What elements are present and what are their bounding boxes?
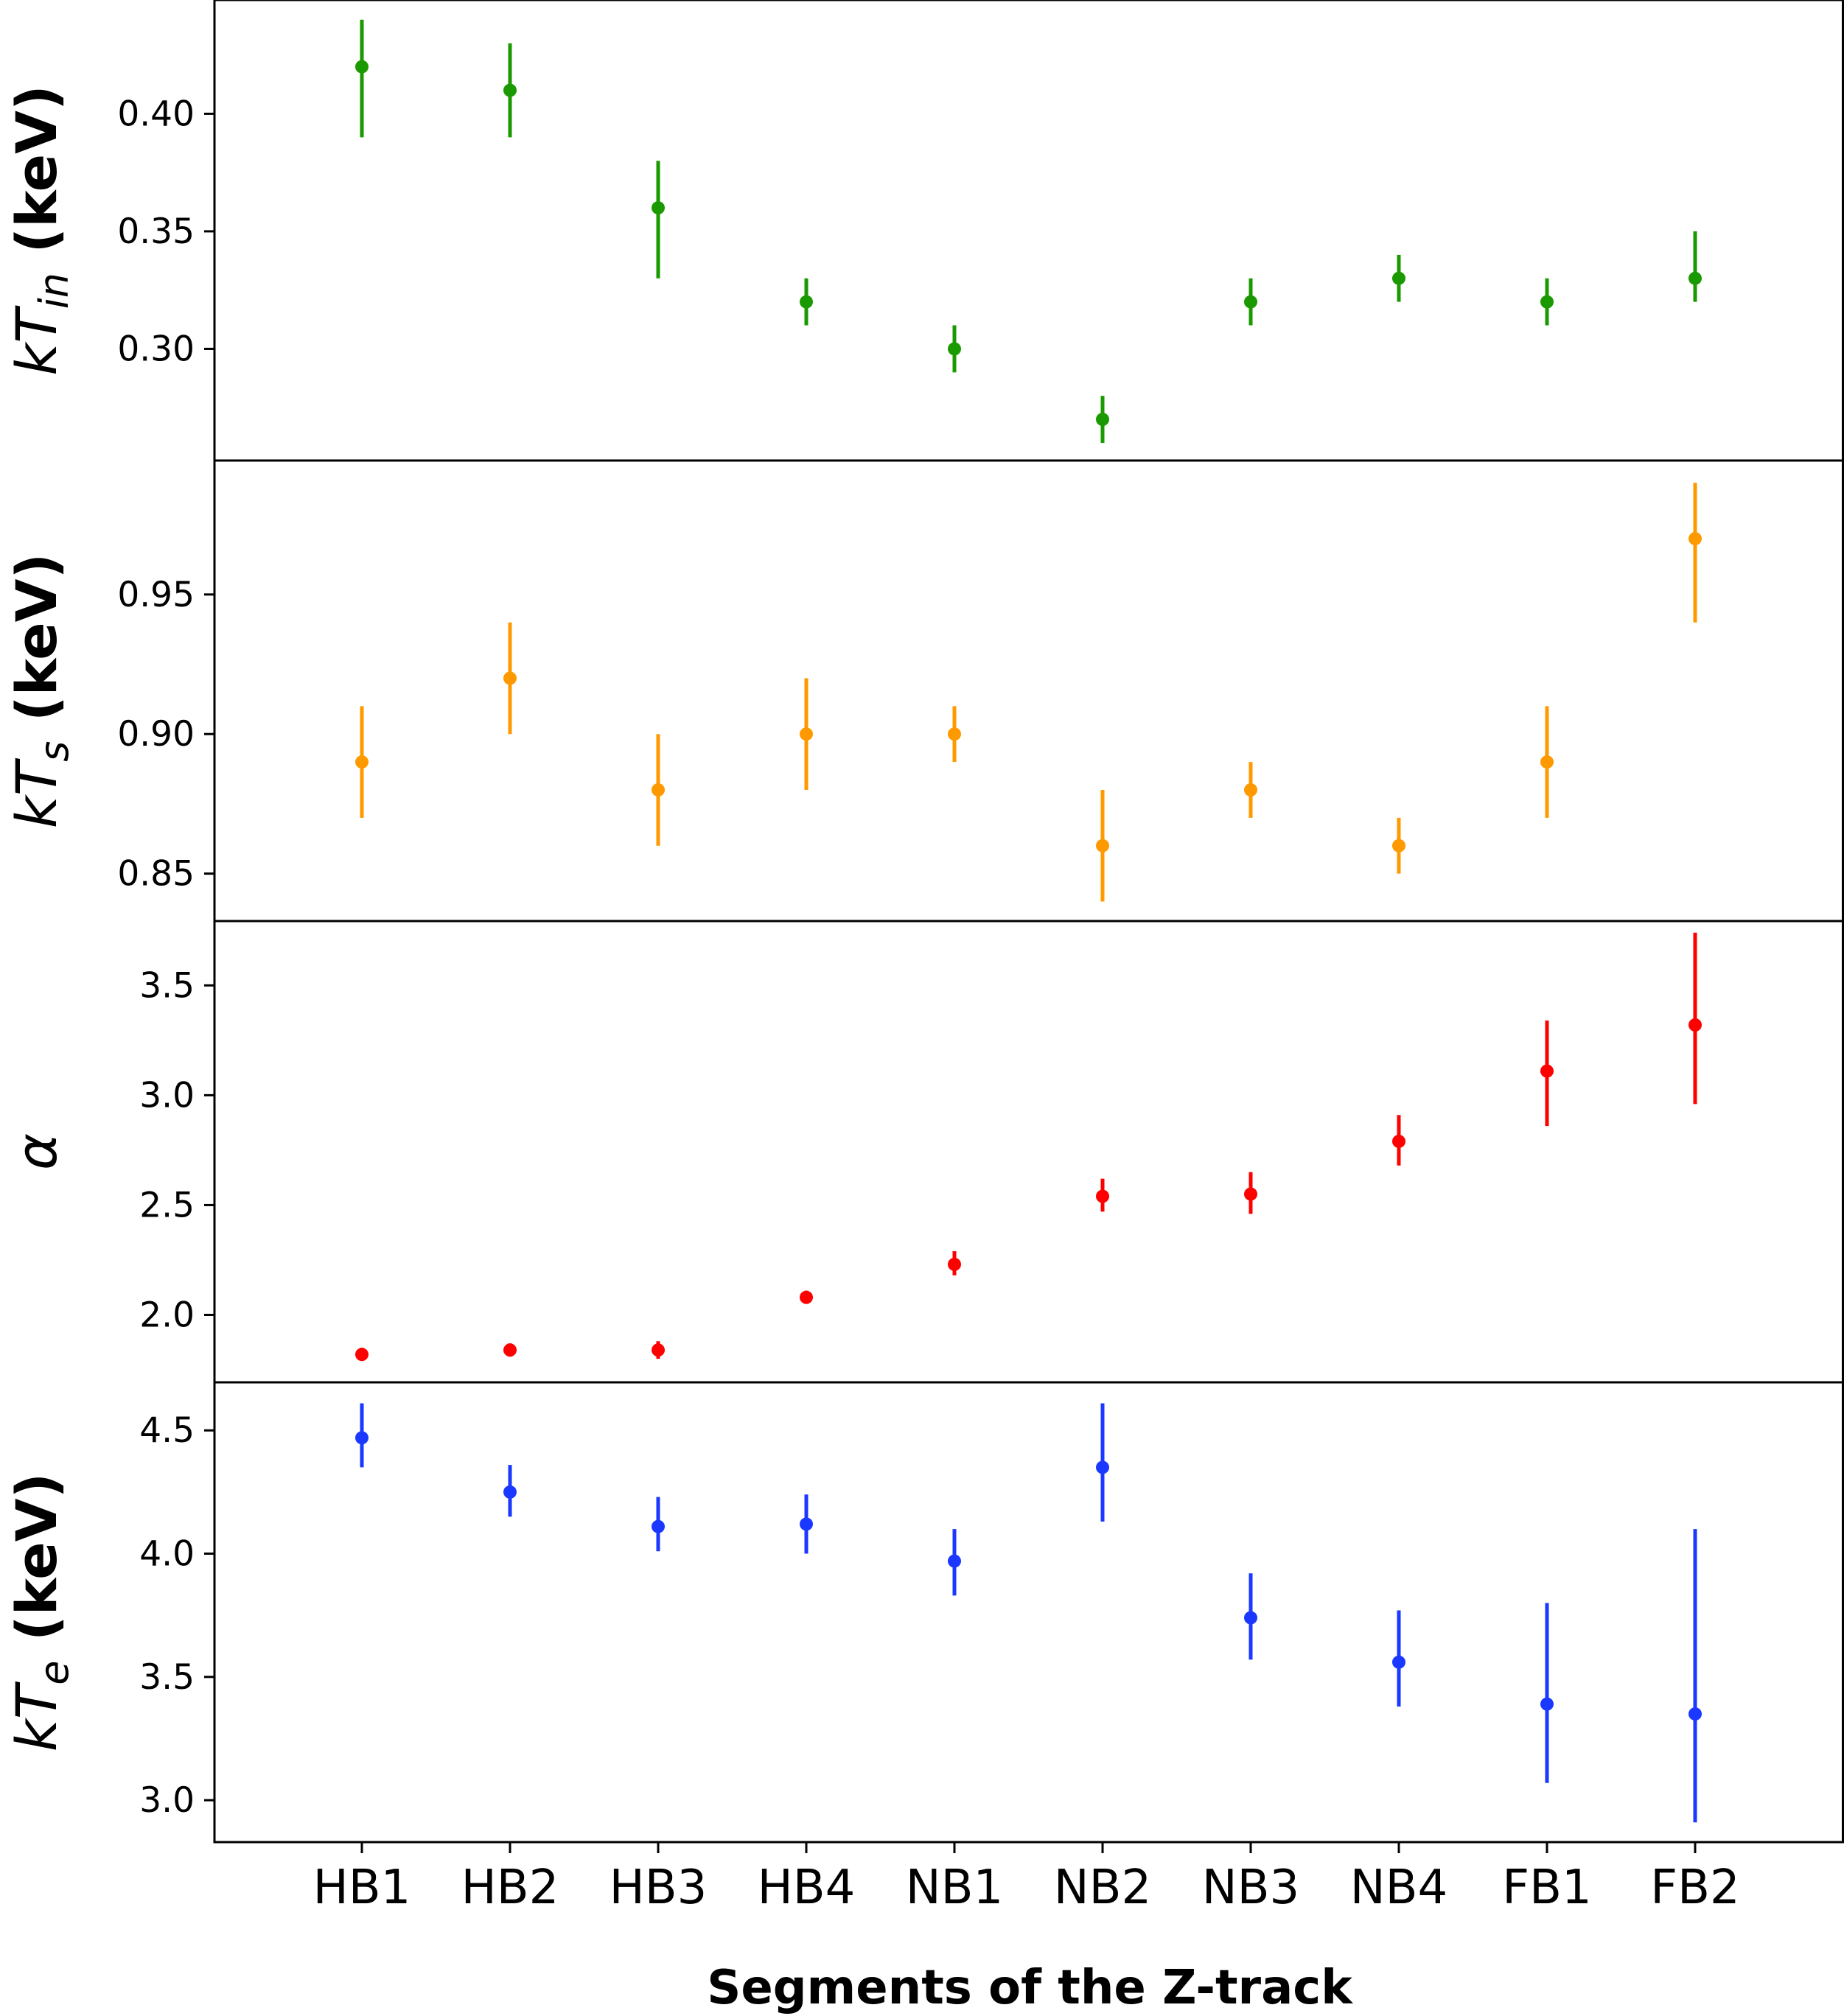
data-point-nb3	[1244, 295, 1257, 309]
data-point-nb4	[1392, 1655, 1405, 1669]
data-point-hb3	[652, 783, 665, 797]
y-tick-label: 3.5	[139, 1657, 195, 1698]
data-point-hb2	[503, 83, 517, 97]
data-point-hb4	[800, 295, 813, 309]
axes-frame	[213, 459, 1844, 923]
data-point-hb1	[355, 60, 369, 74]
data-point-nb1	[948, 727, 961, 741]
data-point-nb4	[1392, 271, 1405, 285]
y-tick-label: 0.95	[117, 575, 195, 615]
data-point-hb3	[652, 201, 665, 215]
y-label-unit: (keV)	[4, 553, 69, 741]
data-point-hb1	[355, 1431, 369, 1445]
data-point-nb2	[1096, 1460, 1109, 1474]
data-point-fb1	[1540, 295, 1554, 309]
y-label-symbol: α	[4, 1133, 69, 1170]
x-tick-label: NB3	[1202, 1861, 1300, 1915]
y-axis-label: kTs (keV)	[4, 553, 77, 828]
data-point-hb1	[355, 755, 369, 769]
data-point-hb2	[503, 671, 517, 685]
y-tick-label: 4.5	[139, 1410, 195, 1451]
data-point-fb2	[1688, 271, 1702, 285]
y-axis-label: α	[4, 1133, 69, 1170]
data-point-fb2	[1688, 532, 1702, 546]
data-point-nb3	[1244, 1187, 1257, 1201]
data-point-nb1	[948, 1554, 961, 1568]
y-tick-label: 0.85	[117, 854, 195, 895]
axes-frame	[213, 920, 1844, 1384]
axes-frame	[213, 1381, 1844, 1844]
x-tick-label: NB1	[906, 1861, 1004, 1915]
y-tick-label: 3.0	[139, 1780, 195, 1821]
data-point-nb4	[1392, 839, 1405, 853]
panel-top: 0.30 0.35 0.40 kTin (keV)	[4, 0, 1844, 462]
x-axis-ticks: HB1 HB2 HB3 HB4 NB1 NB2 NB3 NB4 FB1 FB2	[313, 1842, 1740, 1915]
x-tick-label: FB2	[1650, 1861, 1739, 1915]
y-axis-label: kTin (keV)	[4, 85, 77, 375]
panel-second: 0.85 0.90 0.95 kTs (keV)	[4, 459, 1844, 923]
x-tick-label: HB3	[610, 1861, 708, 1915]
data-point-fb1	[1540, 1697, 1554, 1711]
data-point-hb4	[800, 1517, 813, 1531]
y-label-symbol: kT	[4, 757, 69, 828]
y-label-subscript: s	[31, 741, 77, 762]
data-point-nb3	[1244, 1611, 1257, 1625]
data-point-nb4	[1392, 1134, 1405, 1148]
y-label-subscript: e	[31, 1661, 77, 1685]
data-point-hb3	[652, 1343, 665, 1357]
y-axis-label: kTe (keV)	[4, 1473, 77, 1751]
data-point-hb2	[503, 1343, 517, 1357]
x-tick-label: NB4	[1350, 1861, 1448, 1915]
data-point-nb1	[948, 342, 961, 356]
panel-third: 2.0 2.5 3.0 3.5 α	[4, 920, 1844, 1384]
x-tick-label: FB1	[1502, 1861, 1591, 1915]
data-point-hb1	[355, 1348, 369, 1362]
panel-bottom: 3.0 3.5 4.0 4.5 kTe (keV)	[4, 1381, 1844, 1844]
data-point-hb2	[503, 1485, 517, 1499]
y-tick-label: 0.90	[117, 714, 195, 755]
data-point-hb4	[800, 1290, 813, 1304]
y-tick-label: 2.0	[139, 1295, 195, 1335]
x-tick-label: NB2	[1054, 1861, 1152, 1915]
y-label-unit: (keV)	[4, 85, 69, 273]
y-label-unit: (keV)	[4, 1473, 69, 1661]
data-point-fb1	[1540, 755, 1554, 769]
y-label-symbol: kT	[4, 305, 69, 376]
y-label-symbol: kT	[4, 1681, 69, 1751]
data-point-hb3	[652, 1519, 665, 1533]
y-tick-label: 3.0	[139, 1075, 195, 1116]
x-tick-label: HB2	[461, 1861, 559, 1915]
data-point-nb2	[1096, 413, 1109, 427]
data-point-nb3	[1244, 783, 1257, 797]
x-axis-label: Segments of the Z-track	[707, 1961, 1353, 2015]
data-point-nb2	[1096, 839, 1109, 853]
data-point-nb2	[1096, 1189, 1109, 1203]
y-tick-label: 0.40	[117, 94, 195, 134]
y-label-subscript: in	[31, 273, 77, 309]
data-point-fb2	[1688, 1707, 1702, 1721]
data-point-fb2	[1688, 1018, 1702, 1032]
axes-frame	[213, 0, 1844, 462]
y-tick-label: 4.0	[139, 1534, 195, 1575]
data-point-nb1	[948, 1257, 961, 1271]
y-tick-label: 2.5	[139, 1185, 195, 1225]
x-tick-label: HB1	[313, 1861, 411, 1915]
x-tick-label: HB4	[758, 1861, 856, 1915]
y-tick-label: 0.30	[117, 329, 195, 369]
data-point-hb4	[800, 727, 813, 741]
y-tick-label: 3.5	[139, 965, 195, 1006]
data-point-fb1	[1540, 1064, 1554, 1078]
y-tick-label: 0.35	[117, 211, 195, 252]
